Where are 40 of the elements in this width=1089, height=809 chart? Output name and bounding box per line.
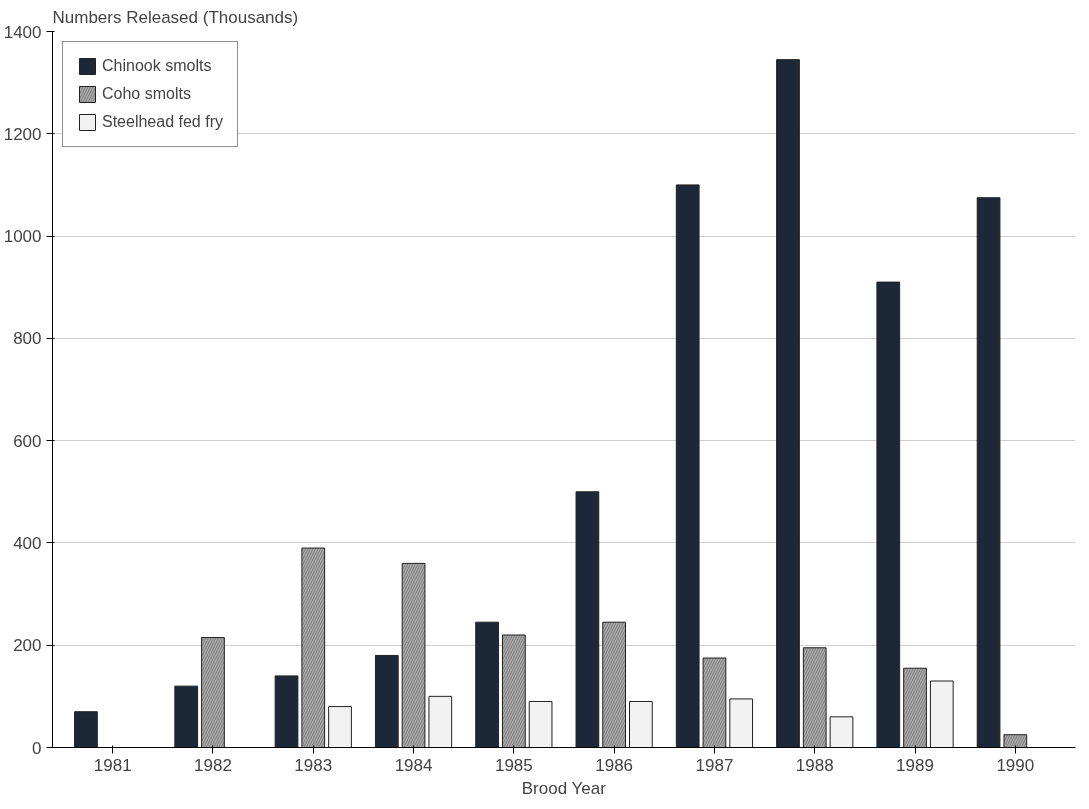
bar xyxy=(575,491,600,748)
x-tick-label: 1985 xyxy=(494,755,533,775)
bar xyxy=(729,698,754,748)
bar xyxy=(428,695,453,748)
y-tick-label: 1400 xyxy=(3,22,42,42)
bar xyxy=(776,59,800,748)
bar xyxy=(174,685,199,748)
y-tick-label: 1000 xyxy=(3,227,42,247)
bar xyxy=(374,654,399,748)
bar xyxy=(829,716,854,748)
y-tick-label: 800 xyxy=(13,329,42,349)
bar xyxy=(976,197,1001,748)
x-tick-label: 1990 xyxy=(996,755,1035,775)
x-tick-label: 1982 xyxy=(194,755,232,775)
x-tick-label: 1981 xyxy=(93,755,132,775)
x-tick-label: 1983 xyxy=(294,755,333,775)
y-tick-label: 1200 xyxy=(3,124,42,144)
x-tick-label: 1987 xyxy=(695,755,734,775)
x-tick-label: 1989 xyxy=(896,755,934,775)
bar xyxy=(675,184,700,748)
bar xyxy=(528,700,553,748)
y-tick-label: 400 xyxy=(13,533,42,553)
bar xyxy=(475,621,499,748)
x-tick-label: 1988 xyxy=(795,755,834,775)
x-axis-title: Brood Year xyxy=(521,778,607,798)
x-tick-label: 1986 xyxy=(595,755,634,775)
bar xyxy=(629,700,653,748)
bar xyxy=(929,680,954,748)
y-tick-label: 0 xyxy=(32,738,42,758)
y-axis-title: Numbers Released (Thousands) xyxy=(52,7,299,27)
y-tick-label: 600 xyxy=(13,431,42,451)
x-tick-label: 1984 xyxy=(394,755,433,775)
legend-label: Steelhead fed fry xyxy=(102,113,223,131)
bar xyxy=(274,675,299,748)
bar xyxy=(74,711,98,748)
legend-label: Coho smolts xyxy=(102,85,191,103)
legend-label: Chinook smolts xyxy=(102,57,212,75)
bar xyxy=(876,281,901,748)
bar xyxy=(328,706,352,748)
y-tick-label: 200 xyxy=(13,636,42,656)
